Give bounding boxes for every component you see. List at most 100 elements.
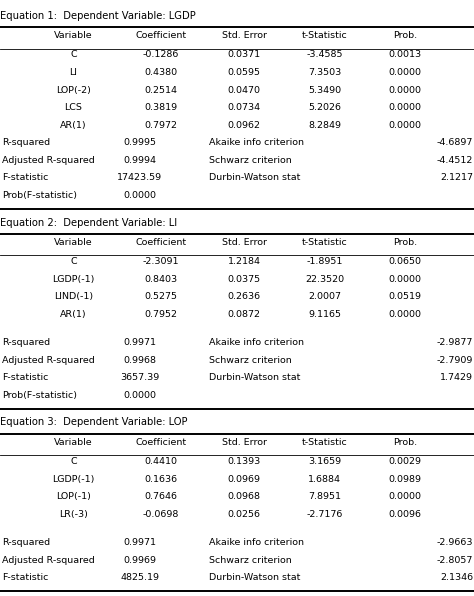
Text: 2.0007: 2.0007 [308,292,341,302]
Text: Prob(F-statistic): Prob(F-statistic) [2,191,77,200]
Text: -1.8951: -1.8951 [307,257,343,266]
Text: 0.0000: 0.0000 [389,85,422,95]
Text: 0.0013: 0.0013 [389,50,422,60]
Text: Durbin-Watson stat: Durbin-Watson stat [209,573,300,582]
Text: Prob.: Prob. [393,238,417,247]
Text: 1.2184: 1.2184 [228,257,261,266]
Text: LGDP(-1): LGDP(-1) [52,275,95,284]
Text: 9.1165: 9.1165 [308,310,341,319]
Text: C: C [70,457,77,466]
Text: Prob.: Prob. [393,437,417,447]
Text: 0.9994: 0.9994 [123,156,156,165]
Text: 0.8403: 0.8403 [145,275,178,284]
Text: 0.2636: 0.2636 [228,292,261,302]
Text: C: C [70,50,77,60]
Text: 1.7429: 1.7429 [440,373,473,383]
Text: Schwarz criterion: Schwarz criterion [209,555,292,565]
Text: 17423.59: 17423.59 [117,173,163,182]
Text: -2.7909: -2.7909 [437,356,473,365]
Text: Equation 3:  Dependent Variable: LOP: Equation 3: Dependent Variable: LOP [0,417,188,427]
Text: LOP(-1): LOP(-1) [56,492,91,501]
Text: 0.0969: 0.0969 [228,474,261,484]
Text: -0.1286: -0.1286 [143,50,179,60]
Text: 0.2514: 0.2514 [145,85,178,95]
Text: Schwarz criterion: Schwarz criterion [209,356,292,365]
Text: -2.3091: -2.3091 [143,257,180,266]
Text: 0.0000: 0.0000 [389,492,422,501]
Text: Adjusted R-squared: Adjusted R-squared [2,555,95,565]
Text: 0.0371: 0.0371 [228,50,261,60]
Text: 0.1393: 0.1393 [228,457,261,466]
Text: Prob.: Prob. [393,31,417,40]
Text: Coefficient: Coefficient [136,238,187,247]
Text: 0.0256: 0.0256 [228,510,261,519]
Text: Schwarz criterion: Schwarz criterion [209,156,292,165]
Text: 0.0000: 0.0000 [123,391,156,400]
Text: LR(-3): LR(-3) [59,510,88,519]
Text: 0.0000: 0.0000 [389,310,422,319]
Text: Std. Error: Std. Error [222,437,266,447]
Text: 0.0470: 0.0470 [228,85,261,95]
Text: 0.0734: 0.0734 [228,103,261,112]
Text: Equation 1:  Dependent Variable: LGDP: Equation 1: Dependent Variable: LGDP [0,11,196,21]
Text: 0.0375: 0.0375 [228,275,261,284]
Text: -0.0698: -0.0698 [143,510,179,519]
Text: 0.0000: 0.0000 [389,103,422,112]
Text: -4.4512: -4.4512 [437,156,473,165]
Text: 0.0000: 0.0000 [389,120,422,130]
Text: t-Statistic: t-Statistic [302,437,347,447]
Text: Akaike info criterion: Akaike info criterion [209,338,303,347]
Text: Akaike info criterion: Akaike info criterion [209,138,303,147]
Text: 0.0650: 0.0650 [389,257,422,266]
Text: 7.8951: 7.8951 [308,492,341,501]
Text: -2.9877: -2.9877 [437,338,473,347]
Text: -3.4585: -3.4585 [306,50,343,60]
Text: 2.1217: 2.1217 [440,173,473,182]
Text: Adjusted R-squared: Adjusted R-squared [2,356,95,365]
Text: t-Statistic: t-Statistic [302,31,347,40]
Text: 0.0519: 0.0519 [389,292,422,302]
Text: -4.6897: -4.6897 [437,138,473,147]
Text: C: C [70,257,77,266]
Text: LI: LI [70,68,77,77]
Text: -2.7176: -2.7176 [307,510,343,519]
Text: R-squared: R-squared [2,538,51,547]
Text: Coefficient: Coefficient [136,31,187,40]
Text: LGDP(-1): LGDP(-1) [52,474,95,484]
Text: Akaike info criterion: Akaike info criterion [209,538,303,547]
Text: AR(1): AR(1) [60,120,87,130]
Text: 0.4380: 0.4380 [145,68,178,77]
Text: 0.0000: 0.0000 [123,191,156,200]
Text: 0.9968: 0.9968 [123,356,156,365]
Text: 0.0962: 0.0962 [228,120,261,130]
Text: 0.0989: 0.0989 [389,474,422,484]
Text: 0.0000: 0.0000 [389,68,422,77]
Text: R-squared: R-squared [2,138,51,147]
Text: 0.0968: 0.0968 [228,492,261,501]
Text: 0.9995: 0.9995 [123,138,156,147]
Text: 4825.19: 4825.19 [120,573,159,582]
Text: LCS: LCS [64,103,82,112]
Text: LIND(-1): LIND(-1) [54,292,93,302]
Text: -2.8057: -2.8057 [437,555,473,565]
Text: LOP(-2): LOP(-2) [56,85,91,95]
Text: Std. Error: Std. Error [222,31,266,40]
Text: t-Statistic: t-Statistic [302,238,347,247]
Text: 0.0029: 0.0029 [389,457,422,466]
Text: Coefficient: Coefficient [136,437,187,447]
Text: Variable: Variable [54,31,93,40]
Text: F-statistic: F-statistic [2,173,49,182]
Text: 7.3503: 7.3503 [308,68,341,77]
Text: F-statistic: F-statistic [2,373,49,383]
Text: Durbin-Watson stat: Durbin-Watson stat [209,173,300,182]
Text: 3657.39: 3657.39 [120,373,159,383]
Text: 22.3520: 22.3520 [305,275,344,284]
Text: 0.4410: 0.4410 [145,457,178,466]
Text: 0.0000: 0.0000 [389,275,422,284]
Text: 0.7952: 0.7952 [145,310,178,319]
Text: Std. Error: Std. Error [222,238,266,247]
Text: Variable: Variable [54,437,93,447]
Text: 0.5275: 0.5275 [145,292,178,302]
Text: 0.0595: 0.0595 [228,68,261,77]
Text: 0.7646: 0.7646 [145,492,178,501]
